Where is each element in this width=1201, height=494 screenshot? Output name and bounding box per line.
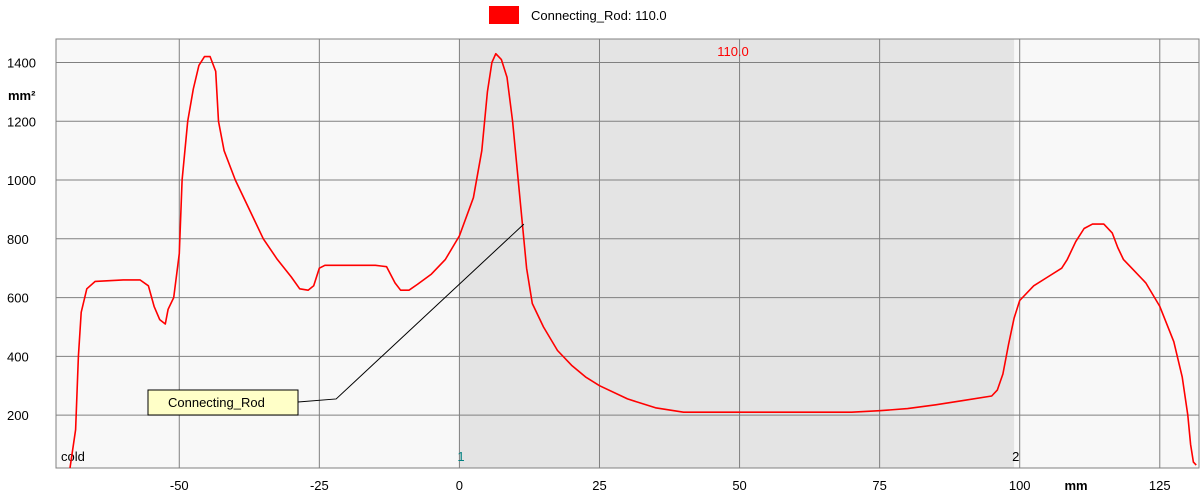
legend: Connecting_Rod: 110.0 <box>489 6 667 24</box>
x-tick-label: 50 <box>732 478 746 493</box>
y-tick-label: 800 <box>7 232 29 247</box>
x-tick-label: -50 <box>170 478 189 493</box>
marker-label: 1 <box>457 449 464 464</box>
annotation-leader-line <box>297 223 525 403</box>
y-axis: 200 400 600 800 1000 1200 1400 <box>7 56 36 424</box>
x-tick-label: 100 <box>1009 478 1031 493</box>
legend-swatch <box>489 6 519 24</box>
annotation-callout: Connecting_Rod <box>147 223 525 416</box>
y-tick-label: 400 <box>7 349 29 364</box>
legend-entry-label: Connecting_Rod: 110.0 <box>531 8 667 23</box>
top-marker-label: 110.0 <box>717 44 749 59</box>
x-axis: -50 -25 0 25 50 75 100 125 <box>170 478 1171 493</box>
annotation-box <box>147 389 299 416</box>
position-markers: cold 1 2 <box>61 449 1019 464</box>
y-tick-label: 1400 <box>7 56 36 71</box>
marker-label: cold <box>61 449 85 464</box>
y-tick-label: 600 <box>7 291 29 306</box>
x-tick-label: 0 <box>456 478 463 493</box>
x-tick-label: -25 <box>310 478 329 493</box>
series-line-connecting-rod <box>69 52 1197 469</box>
x-axis-unit: mm <box>1064 478 1087 493</box>
y-axis-unit: mm² <box>8 88 36 103</box>
plot-frame <box>55 38 1200 469</box>
shaded-region <box>459 39 1015 468</box>
marker-label: 2 <box>1012 449 1019 464</box>
x-tick-label: 25 <box>592 478 606 493</box>
y-tick-label: 1200 <box>7 114 36 129</box>
x-tick-label: 125 <box>1149 478 1171 493</box>
annotation-label: Connecting_Rod <box>168 395 265 410</box>
x-tick-label: 75 <box>872 478 886 493</box>
y-tick-label: 1000 <box>7 173 36 188</box>
y-tick-label: 200 <box>7 408 29 423</box>
